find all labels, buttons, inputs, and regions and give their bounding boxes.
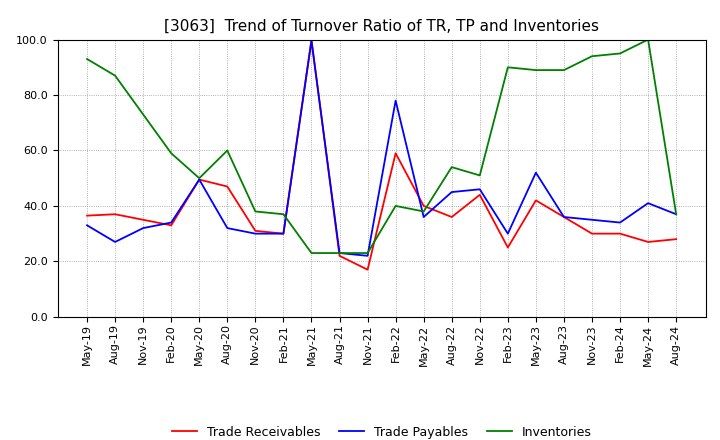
Trade Payables bbox=[419, 214, 428, 220]
Trade Payables bbox=[251, 231, 260, 236]
Inventories bbox=[139, 112, 148, 117]
Trade Receivables bbox=[419, 203, 428, 209]
Trade Payables bbox=[588, 217, 596, 222]
Trade Payables bbox=[83, 223, 91, 228]
Trade Receivables bbox=[447, 214, 456, 220]
Inventories bbox=[83, 56, 91, 62]
Trade Receivables bbox=[307, 37, 316, 42]
Inventories bbox=[307, 250, 316, 256]
Trade Receivables bbox=[195, 177, 204, 182]
Trade Receivables bbox=[279, 231, 288, 236]
Trade Receivables bbox=[559, 214, 568, 220]
Trade Receivables bbox=[616, 231, 624, 236]
Inventories bbox=[251, 209, 260, 214]
Trade Receivables bbox=[83, 213, 91, 218]
Trade Payables bbox=[307, 38, 316, 44]
Trade Receivables bbox=[672, 237, 680, 242]
Trade Receivables bbox=[139, 217, 148, 222]
Trade Payables bbox=[111, 239, 120, 245]
Trade Receivables bbox=[336, 253, 344, 258]
Trade Payables bbox=[531, 170, 540, 175]
Trade Receivables bbox=[111, 212, 120, 217]
Trade Payables bbox=[391, 98, 400, 103]
Inventories bbox=[167, 150, 176, 156]
Inventories bbox=[419, 209, 428, 214]
Trade Receivables bbox=[644, 239, 652, 245]
Trade Payables bbox=[364, 253, 372, 258]
Trade Payables bbox=[336, 250, 344, 256]
Trade Payables bbox=[223, 225, 232, 231]
Trade Payables bbox=[279, 231, 288, 236]
Trade Receivables bbox=[588, 231, 596, 236]
Trade Receivables bbox=[503, 245, 512, 250]
Inventories bbox=[559, 67, 568, 73]
Inventories bbox=[672, 212, 680, 217]
Inventories bbox=[364, 250, 372, 256]
Inventories bbox=[616, 51, 624, 56]
Line: Inventories: Inventories bbox=[87, 40, 676, 253]
Inventories bbox=[531, 67, 540, 73]
Trade Receivables bbox=[167, 223, 176, 228]
Trade Payables bbox=[195, 177, 204, 182]
Trade Payables bbox=[447, 189, 456, 194]
Trade Payables bbox=[559, 214, 568, 220]
Trade Payables bbox=[475, 187, 484, 192]
Trade Payables bbox=[167, 220, 176, 225]
Inventories bbox=[503, 65, 512, 70]
Inventories bbox=[475, 173, 484, 178]
Inventories bbox=[391, 203, 400, 209]
Inventories bbox=[447, 165, 456, 170]
Trade Receivables bbox=[531, 198, 540, 203]
Trade Payables bbox=[503, 231, 512, 236]
Trade Receivables bbox=[475, 192, 484, 198]
Legend: Trade Receivables, Trade Payables, Inventories: Trade Receivables, Trade Payables, Inven… bbox=[166, 421, 597, 440]
Trade Payables bbox=[672, 212, 680, 217]
Inventories bbox=[223, 148, 232, 153]
Trade Payables bbox=[139, 225, 148, 231]
Trade Receivables bbox=[391, 150, 400, 156]
Line: Trade Payables: Trade Payables bbox=[87, 41, 676, 256]
Line: Trade Receivables: Trade Receivables bbox=[87, 40, 676, 270]
Trade Receivables bbox=[364, 267, 372, 272]
Inventories bbox=[336, 250, 344, 256]
Inventories bbox=[111, 73, 120, 78]
Inventories bbox=[279, 212, 288, 217]
Trade Payables bbox=[644, 201, 652, 206]
Trade Payables bbox=[616, 220, 624, 225]
Inventories bbox=[195, 176, 204, 181]
Inventories bbox=[644, 37, 652, 42]
Title: [3063]  Trend of Turnover Ratio of TR, TP and Inventories: [3063] Trend of Turnover Ratio of TR, TP… bbox=[164, 19, 599, 34]
Trade Receivables bbox=[251, 228, 260, 234]
Inventories bbox=[588, 54, 596, 59]
Trade Receivables bbox=[223, 184, 232, 189]
